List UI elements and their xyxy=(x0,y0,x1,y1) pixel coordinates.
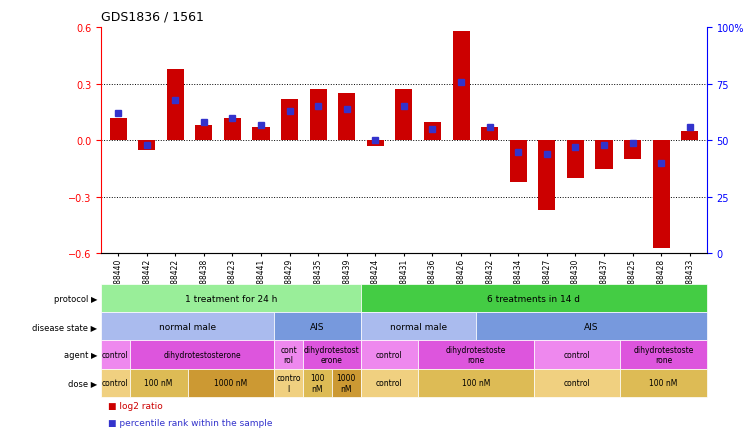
Text: 1000
nM: 1000 nM xyxy=(337,373,356,393)
Bar xyxy=(253,128,269,141)
Text: normal male: normal male xyxy=(390,322,447,331)
Text: dihydrotestoste
rone: dihydrotestoste rone xyxy=(634,345,694,365)
Text: control: control xyxy=(564,350,590,359)
Text: ■ percentile rank within the sample: ■ percentile rank within the sample xyxy=(108,418,273,427)
Bar xyxy=(509,141,527,182)
Text: control: control xyxy=(564,378,590,388)
Text: protocol ▶: protocol ▶ xyxy=(54,294,97,303)
Bar xyxy=(109,118,126,141)
Text: dihydrotestoste
rone: dihydrotestoste rone xyxy=(446,345,506,365)
Text: disease state ▶: disease state ▶ xyxy=(32,322,97,331)
Bar xyxy=(224,118,241,141)
Text: 6 treatments in 14 d: 6 treatments in 14 d xyxy=(487,294,580,303)
Text: ■ log2 ratio: ■ log2 ratio xyxy=(108,401,163,411)
Bar xyxy=(367,141,384,147)
Text: contro
l: contro l xyxy=(276,373,301,393)
Bar xyxy=(424,122,441,141)
Bar xyxy=(481,128,498,141)
Text: GDS1836 / 1561: GDS1836 / 1561 xyxy=(101,11,204,24)
Text: control: control xyxy=(102,350,129,359)
Bar xyxy=(396,90,412,141)
Text: normal male: normal male xyxy=(159,322,216,331)
Text: AIS: AIS xyxy=(584,322,598,331)
Text: 100 nM: 100 nM xyxy=(144,378,173,388)
Bar xyxy=(595,141,613,169)
Text: control: control xyxy=(376,350,403,359)
Bar xyxy=(567,141,584,179)
Text: dihydrotestost
erone: dihydrotestost erone xyxy=(304,345,360,365)
Text: agent ▶: agent ▶ xyxy=(64,350,97,359)
Text: 1 treatment for 24 h: 1 treatment for 24 h xyxy=(185,294,277,303)
Text: 1000 nM: 1000 nM xyxy=(214,378,248,388)
Bar xyxy=(281,100,298,141)
Text: control: control xyxy=(102,378,129,388)
Text: dihydrotestosterone: dihydrotestosterone xyxy=(163,350,241,359)
Text: 100 nM: 100 nM xyxy=(649,378,678,388)
Bar xyxy=(453,32,470,141)
Text: control: control xyxy=(376,378,403,388)
Bar xyxy=(138,141,156,151)
Bar xyxy=(167,69,184,141)
Bar xyxy=(310,90,327,141)
Bar xyxy=(624,141,641,160)
Text: 100 nM: 100 nM xyxy=(462,378,490,388)
Text: AIS: AIS xyxy=(310,322,325,331)
Text: cont
rol: cont rol xyxy=(280,345,297,365)
Bar xyxy=(195,126,212,141)
Text: 100
nM: 100 nM xyxy=(310,373,325,393)
Bar xyxy=(338,94,355,141)
Bar xyxy=(539,141,555,210)
Bar xyxy=(681,132,699,141)
Bar xyxy=(652,141,669,248)
Text: dose ▶: dose ▶ xyxy=(68,378,97,388)
